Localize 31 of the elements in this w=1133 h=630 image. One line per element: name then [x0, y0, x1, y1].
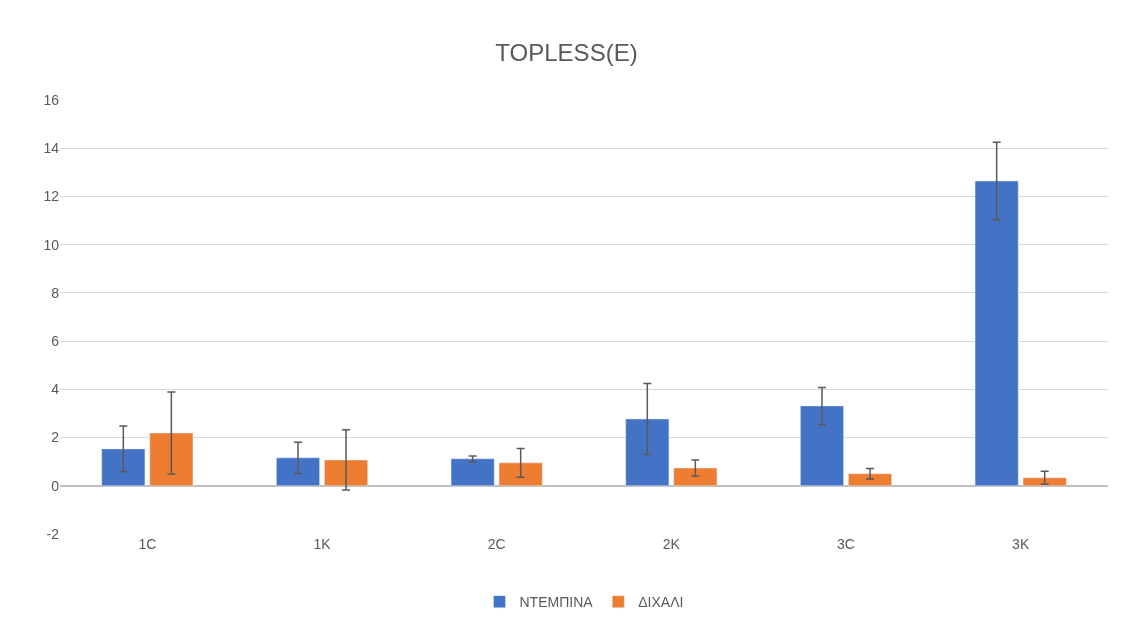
y-tick-label: 4 [51, 381, 60, 398]
y-tick-label: 12 [43, 188, 60, 205]
bar [848, 473, 892, 487]
y-tick-label: 16 [43, 91, 60, 108]
x-tick-label: 2K [662, 536, 681, 552]
bar [450, 458, 495, 487]
y-tick-label: 8 [51, 284, 60, 301]
bar [974, 180, 1019, 487]
bar [625, 418, 670, 487]
x-tick-label: 1C [138, 536, 157, 552]
y-tick-label: 14 [43, 140, 60, 157]
x-tick-label: 1K [313, 536, 332, 552]
bar [149, 432, 194, 487]
y-tick-label: -2 [46, 525, 60, 542]
y-tick-label: 6 [51, 333, 60, 350]
x-tick-label: 3K [1012, 536, 1030, 552]
y-tick-label: 2 [51, 429, 60, 446]
bar [1022, 477, 1067, 487]
y-tick-label: 10 [43, 236, 60, 253]
bar [276, 457, 320, 487]
bar [324, 459, 368, 487]
y-tick-label: 0 [51, 477, 60, 494]
legend-label: ΝΤΕΜΠΙΝΑ [519, 594, 594, 611]
chart-title: TOPLESS(E) [495, 38, 638, 66]
x-tick-label: 2C [487, 536, 506, 552]
bar [101, 448, 146, 487]
bar [673, 467, 718, 487]
bar [498, 462, 543, 487]
legend-label: ΔΙΧΑΛΙ [638, 594, 684, 611]
bar [800, 405, 844, 487]
x-tick-label: 3C [837, 536, 855, 552]
